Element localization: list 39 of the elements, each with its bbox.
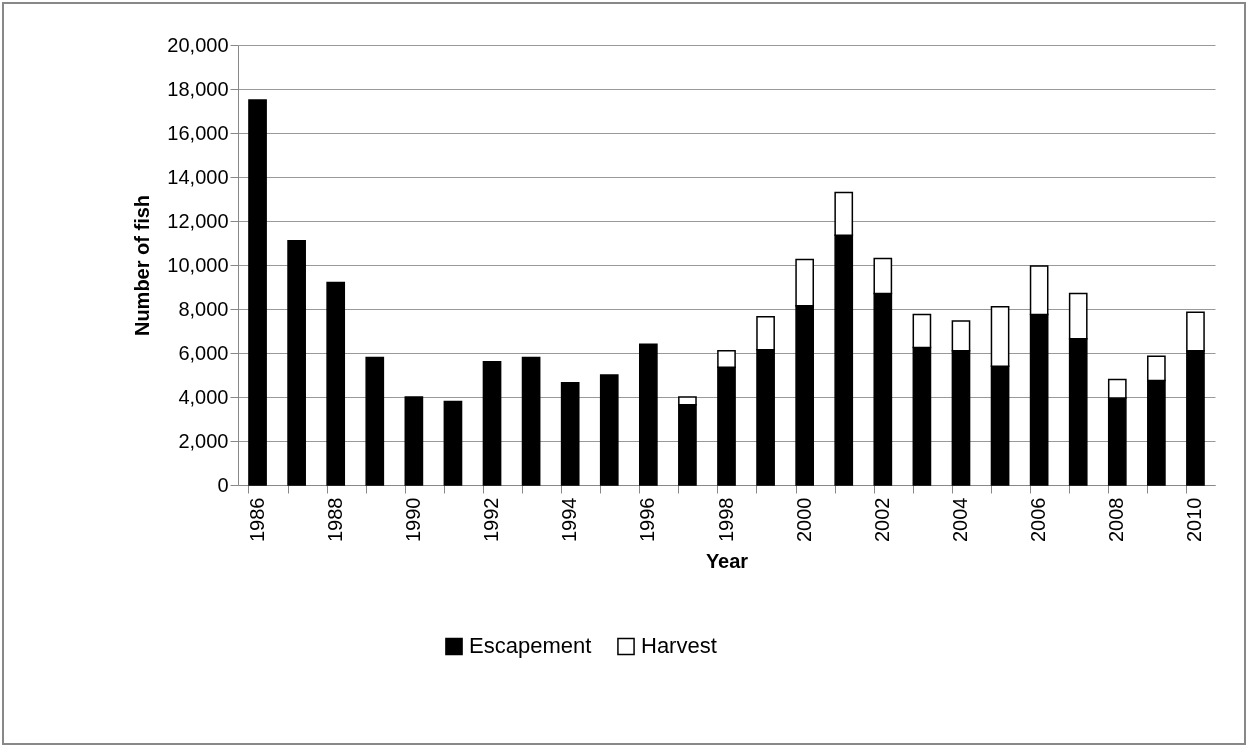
y-tick-label: 18,000 [167, 77, 229, 100]
x-tick-label: 1986 [245, 497, 268, 542]
bar [482, 361, 502, 486]
y-tick-label: 10,000 [167, 253, 229, 276]
bar [521, 356, 541, 486]
y-tick-label: 20,000 [167, 33, 229, 56]
x-tick-label: 1990 [401, 497, 424, 542]
x-tick-label: 1988 [323, 497, 346, 542]
bar [248, 99, 267, 486]
bar [287, 240, 306, 486]
y-tick-label: 16,000 [167, 121, 229, 144]
x-tick-label: 2006 [1027, 497, 1050, 542]
y-tick-label: 4,000 [178, 385, 229, 408]
bar [638, 343, 658, 486]
y-tick-label: 14,000 [167, 165, 229, 188]
x-tick-label: 2010 [1183, 497, 1206, 542]
legend-label: Harvest [641, 633, 717, 659]
x-tick-label: 2004 [948, 497, 971, 542]
bar [365, 356, 385, 486]
y-tick-label: 6,000 [178, 341, 229, 364]
legend-label: Escapement [469, 633, 592, 659]
x-tick-label: 2002 [870, 497, 893, 542]
x-tick-label: 2008 [1105, 497, 1128, 542]
bar [599, 374, 619, 486]
x-tick-label: 1998 [714, 497, 737, 542]
bar [560, 381, 580, 486]
x-tick-label: 1994 [558, 497, 581, 542]
bar [443, 400, 463, 486]
x-tick-label: 1992 [480, 497, 503, 542]
y-tick-label: 8,000 [178, 297, 229, 320]
bar [326, 281, 346, 486]
y-tick-label: 12,000 [167, 209, 229, 232]
y-tick-label: 0 [217, 473, 229, 496]
x-tick-label: 1996 [636, 497, 659, 542]
bar [404, 396, 424, 486]
y-tick-label: 2,000 [178, 429, 229, 452]
x-axis-title: Year [705, 549, 749, 572]
y-axis-title: Number of fish [131, 194, 154, 337]
x-tick-label: 2000 [792, 497, 815, 542]
